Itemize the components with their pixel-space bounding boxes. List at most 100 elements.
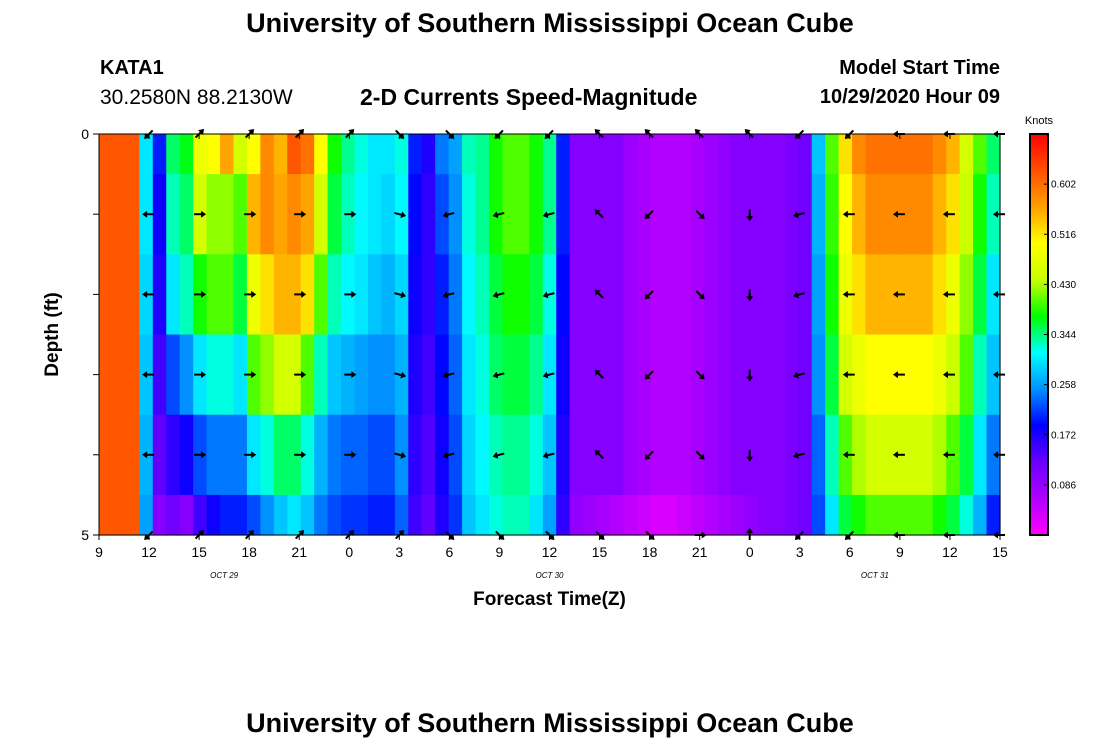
heatmap-cell: [381, 334, 396, 416]
heatmap-cell: [690, 494, 705, 536]
heatmap-cell: [865, 254, 880, 336]
current-arrow-head: [442, 371, 449, 379]
heatmap-cell: [354, 414, 369, 496]
heatmap-cell: [314, 334, 329, 416]
x-tick-label: 15: [992, 544, 1008, 560]
heatmap-cell: [905, 494, 920, 536]
x-tick-label: 3: [395, 544, 403, 560]
current-arrow-head: [942, 210, 948, 218]
current-arrow-shaft: [394, 211, 403, 216]
current-arrow: [394, 291, 407, 299]
heatmap-cell: [152, 174, 167, 255]
current-arrow-head: [644, 373, 651, 380]
heatmap-cell: [435, 254, 450, 336]
heatmap-cell: [986, 134, 1001, 175]
heatmap-cell: [731, 254, 746, 336]
current-arrow-head: [351, 210, 357, 218]
heatmap-cell: [314, 174, 329, 255]
heatmap-cell: [462, 494, 477, 536]
heatmap-cell: [260, 414, 275, 496]
heatmap-cell: [220, 334, 235, 416]
heatmap-cell: [650, 254, 665, 336]
heatmap-cell: [273, 334, 288, 416]
date-label: OCT 29: [210, 571, 239, 580]
heatmap-cell: [623, 414, 638, 496]
heatmap-cell: [731, 134, 746, 175]
current-arrow-head: [942, 371, 948, 379]
heatmap-cell: [663, 174, 678, 255]
current-arrow-shaft: [596, 131, 604, 139]
heatmap-cell: [932, 254, 947, 336]
current-arrow: [542, 451, 555, 459]
current-arrow: [942, 451, 955, 459]
heatmap-cell: [125, 334, 140, 416]
heatmap-cell: [986, 494, 1001, 536]
heatmap-cell: [556, 254, 571, 336]
chart-title: 2-D Currents Speed-Magnitude: [360, 84, 698, 110]
current-arrow-shaft: [446, 372, 455, 377]
current-arrow-shaft: [646, 209, 654, 218]
heatmap-cell: [905, 174, 920, 255]
current-arrow-head: [492, 451, 499, 459]
heatmap-cell: [757, 174, 772, 255]
current-arrow-head: [594, 449, 601, 456]
current-arrow: [993, 371, 1005, 379]
heatmap-cell: [731, 334, 746, 416]
heatmap-cell: [636, 494, 651, 536]
heatmap-cell: [421, 494, 436, 536]
heatmap-cell: [448, 414, 463, 496]
heatmap-cell: [650, 334, 665, 416]
heatmap-cell: [959, 174, 974, 255]
heatmap-cell: [690, 334, 705, 416]
heatmap-cell: [233, 134, 248, 175]
current-arrow-shaft: [696, 131, 704, 139]
heatmap-cell: [112, 174, 127, 255]
current-arrow-head: [251, 290, 257, 298]
current-arrow-head: [746, 296, 754, 302]
heatmap-cell: [865, 134, 880, 175]
current-arrow: [194, 290, 207, 298]
current-arrow: [244, 290, 257, 298]
heatmap-cell: [179, 414, 194, 496]
heatmap-cell: [421, 334, 436, 416]
heatmap-cell: [811, 134, 826, 175]
current-arrow: [442, 211, 455, 219]
heatmap-cell: [569, 254, 584, 336]
current-arrow: [244, 371, 257, 379]
heatmap-cell: [865, 494, 880, 536]
heatmap-cell: [610, 134, 625, 175]
heatmap-cell: [623, 334, 638, 416]
heatmap-cell: [314, 414, 329, 496]
date-label: OCT 31: [861, 571, 889, 580]
heatmap-cell: [462, 174, 477, 255]
heatmap-cell: [959, 334, 974, 416]
current-arrow-head: [542, 371, 549, 379]
heatmap-cell: [825, 334, 840, 416]
heatmap-cell: [515, 134, 530, 175]
current-arrow: [942, 290, 955, 298]
current-arrow: [746, 449, 754, 462]
current-arrow-shaft: [596, 451, 604, 460]
heatmap-cell: [354, 134, 369, 175]
heatmap-cell: [865, 174, 880, 255]
current-arrow: [142, 371, 155, 379]
heatmap-cell: [825, 414, 840, 496]
station-id: KATA1: [100, 57, 164, 79]
x-tick-label: 9: [896, 544, 904, 560]
current-arrow-head: [142, 371, 148, 379]
heatmap-cell: [610, 254, 625, 336]
current-arrow-head: [793, 291, 799, 299]
heatmap-cell: [905, 414, 920, 496]
heatmap-cell: [354, 334, 369, 416]
heatmap-cell: [892, 494, 907, 536]
heatmap-cell: [260, 254, 275, 336]
y-axis: 05: [81, 126, 99, 543]
heatmap-cell: [610, 494, 625, 536]
heatmap-cell: [865, 414, 880, 496]
heatmap-cell: [704, 494, 719, 536]
current-arrow: [644, 450, 654, 460]
heatmap-cell: [246, 494, 261, 536]
heatmap-cell: [757, 494, 772, 536]
heatmap-cell: [825, 174, 840, 255]
heatmap-cell: [704, 134, 719, 175]
